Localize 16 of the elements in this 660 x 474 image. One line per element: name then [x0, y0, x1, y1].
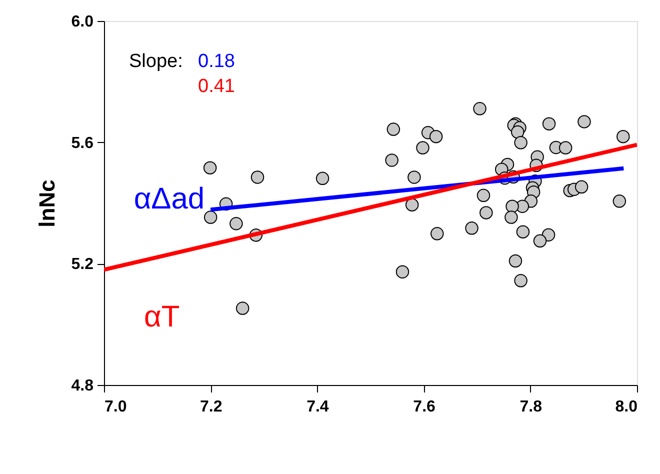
y-tick-label: 6.0 [71, 14, 94, 30]
x-tick-label: 7.4 [306, 398, 329, 416]
y-tick-label: 5.6 [71, 134, 94, 152]
annotation: 0.18 [198, 51, 235, 72]
x-tick-label: 7.2 [200, 398, 222, 416]
x-tick-label: 7.6 [413, 398, 436, 416]
y-tick-label: 5.2 [71, 256, 94, 274]
y-axis-title: lnNc [34, 180, 60, 228]
series-label: αΔad [134, 182, 205, 216]
annotation: 0.41 [198, 76, 235, 97]
y-tick-label: 4.8 [71, 378, 94, 394]
series-label: αT [144, 300, 180, 334]
x-tick-label: 8.0 [615, 398, 638, 416]
x-tick-label: 7.0 [104, 398, 127, 416]
annotation: Slope: [129, 51, 183, 72]
x-tick-label: 7.8 [520, 398, 542, 416]
